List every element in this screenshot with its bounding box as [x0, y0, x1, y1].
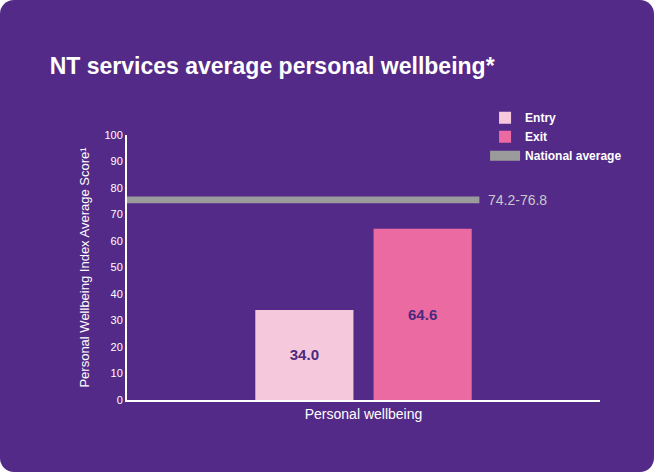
- svg-text:0: 0: [117, 394, 123, 406]
- svg-text:National average: National average: [525, 149, 621, 163]
- svg-text:100: 100: [104, 129, 122, 141]
- svg-text:20: 20: [111, 341, 123, 353]
- svg-text:10: 10: [111, 367, 123, 379]
- svg-text:40: 40: [111, 288, 123, 300]
- svg-text:Personal wellbeing: Personal wellbeing: [305, 406, 423, 422]
- svg-text:90: 90: [111, 155, 123, 167]
- svg-text:64.6: 64.6: [408, 306, 437, 323]
- svg-text:NT services average personal w: NT services average personal wellbeing*: [50, 53, 495, 79]
- svg-text:80: 80: [111, 182, 123, 194]
- svg-text:30: 30: [111, 314, 123, 326]
- svg-text:70: 70: [111, 208, 123, 220]
- svg-text:Personal Wellbeing Index Avera: Personal Wellbeing Index Average Score¹: [77, 147, 92, 388]
- svg-text:34.0: 34.0: [290, 346, 319, 363]
- svg-text:74.2-76.8: 74.2-76.8: [488, 192, 547, 208]
- svg-text:Exit: Exit: [525, 130, 547, 144]
- svg-text:60: 60: [111, 235, 123, 247]
- svg-text:Entry: Entry: [525, 111, 556, 125]
- svg-text:50: 50: [111, 261, 123, 273]
